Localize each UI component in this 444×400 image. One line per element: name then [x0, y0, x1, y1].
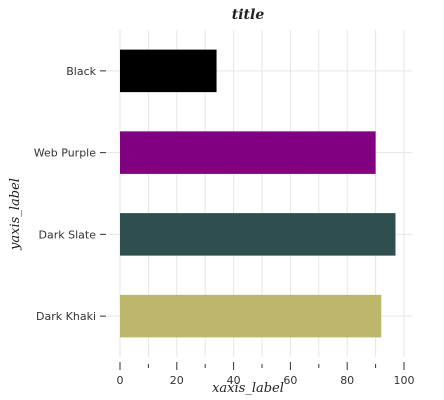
x-tick-label: 20 [170, 374, 184, 387]
x-axis: 0 20 40 60 80 100 [117, 362, 415, 387]
y-tick-label: Black [66, 65, 96, 78]
x-tick-label: 80 [340, 374, 354, 387]
x-tick-label: 60 [283, 374, 297, 387]
y-axis: Dark Khaki Dark Slate Web Purple Black [34, 65, 106, 323]
bar-black [120, 49, 217, 93]
y-axis-label: yaxis_label [8, 178, 23, 251]
x-axis-label: xaxis_label [212, 381, 284, 396]
bar-dark-slate [120, 213, 396, 256]
x-tick-label: 100 [394, 374, 415, 387]
x-tick-label: 40 [227, 374, 241, 387]
bar-dark-khaki [120, 294, 382, 338]
y-tick-label: Dark Slate [39, 228, 97, 241]
bar-layer [120, 49, 396, 338]
bar-web-purple [120, 131, 376, 174]
x-tick-label: 0 [117, 374, 124, 387]
chart-title: title [232, 7, 265, 23]
y-tick-label: Dark Khaki [36, 310, 96, 323]
y-tick-label: Web Purple [34, 147, 96, 160]
